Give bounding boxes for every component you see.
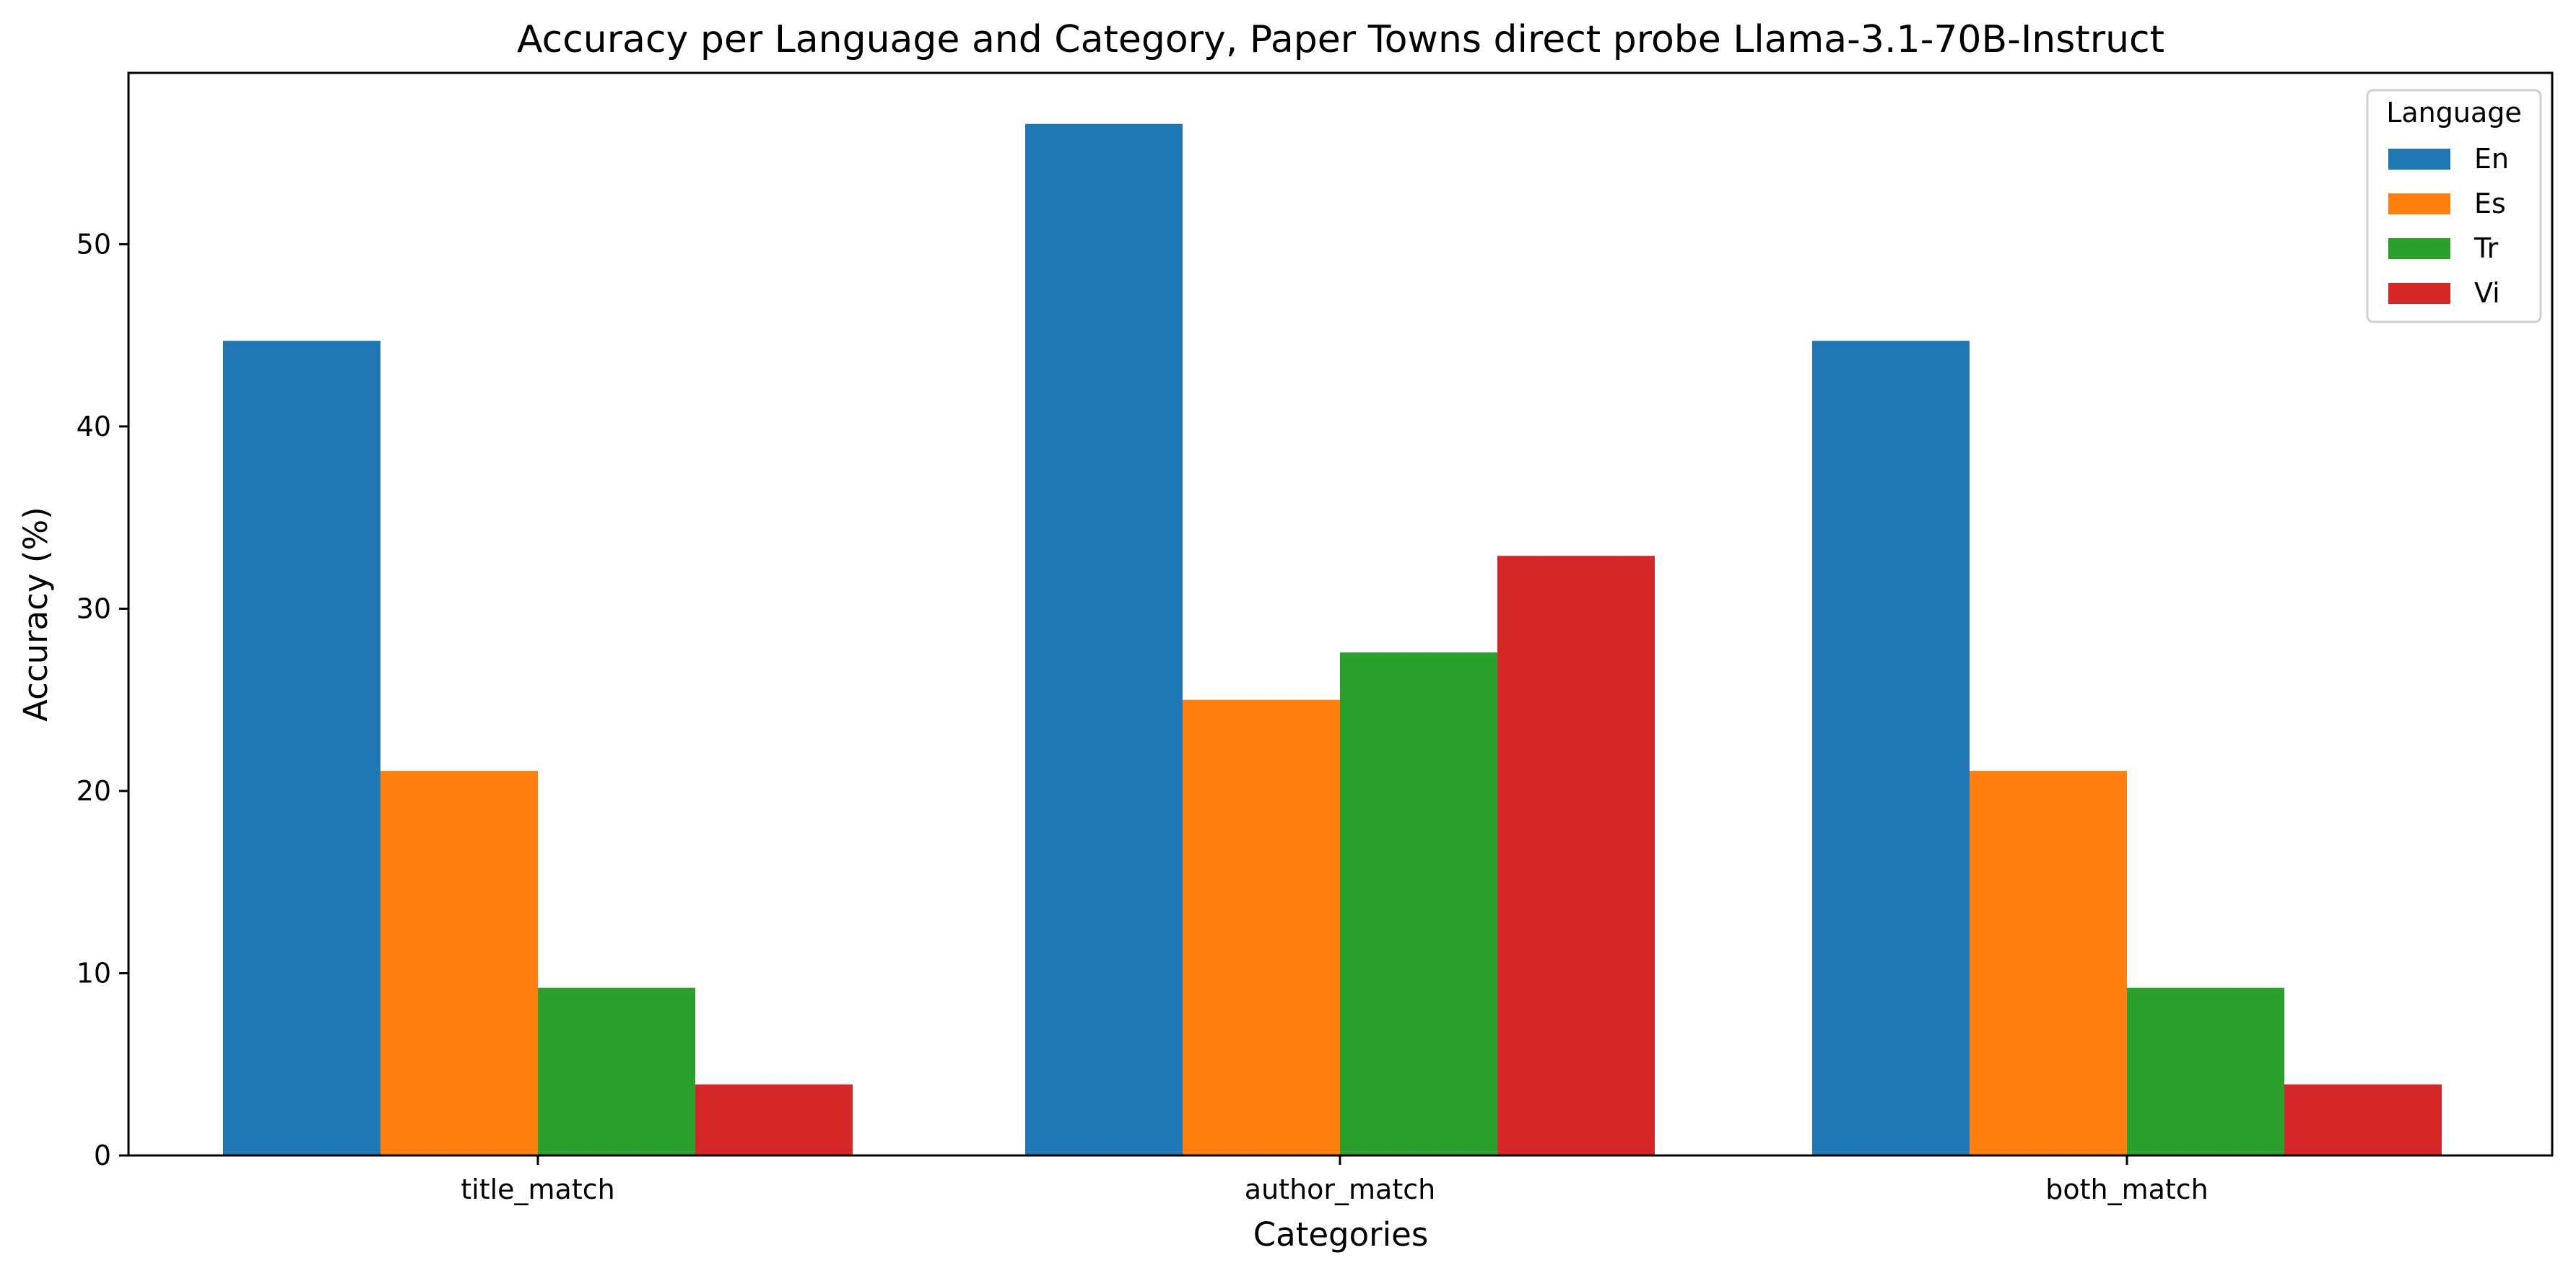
bar-tr-title_match [538,987,695,1155]
legend-frame [2366,89,2542,323]
bar-en-author_match [1025,123,1183,1156]
y-tick-label: 30 [77,593,111,624]
bar-en-both_match [1812,341,1970,1155]
legend: Language En Es Tr Vi [2366,89,2542,323]
legend-swatch-tr [2388,238,2450,259]
y-tick-label: 50 [77,228,111,260]
y-tick-label: 10 [77,957,111,989]
bar-vi-title_match [695,1084,853,1155]
legend-swatch-es [2388,193,2450,214]
x-axis-label: Categories [1253,1215,1429,1254]
y-tick-label: 0 [94,1140,111,1171]
bar-tr-author_match [1340,652,1497,1155]
bars-group [223,123,2442,1156]
chart-title: Accuracy per Language and Category, Pape… [517,18,2164,61]
y-axis-label: Accuracy (%) [17,507,55,722]
bar-vi-both_match [2284,1084,2442,1155]
y-tick-label: 40 [77,411,111,442]
legend-swatch-vi [2388,283,2450,304]
legend-label-es: Es [2474,188,2506,219]
legend-title: Language [2386,97,2522,128]
bar-tr-both_match [2127,987,2284,1155]
y-tick-label: 20 [77,775,111,807]
bar-es-both_match [1970,771,2127,1155]
x-tick-label-title_match: title_match [461,1174,614,1205]
bar-es-author_match [1183,699,1340,1155]
legend-label-vi: Vi [2474,277,2500,309]
legend-label-en: En [2474,143,2509,175]
bar-es-title_match [380,771,538,1155]
bar-en-title_match [223,341,380,1155]
x-tick-label-both_match: both_match [2045,1174,2209,1205]
x-axis: title_match author_match both_match [461,1155,2209,1205]
legend-label-tr: Tr [2473,232,2499,264]
bar-vi-author_match [1497,556,1655,1155]
legend-swatch-en [2388,149,2450,170]
y-axis: 0 10 20 30 40 50 [77,228,129,1171]
x-tick-label-author_match: author_match [1245,1174,1435,1205]
